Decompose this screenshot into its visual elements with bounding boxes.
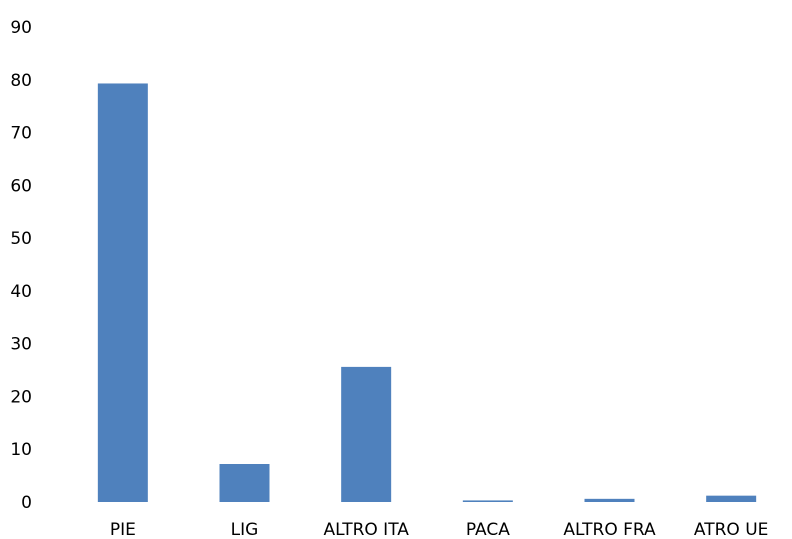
x-tick-label: ALTRO FRA: [563, 520, 656, 539]
y-tick-label: 20: [10, 387, 32, 407]
y-tick-label: 90: [10, 18, 32, 38]
y-tick-label: 60: [10, 176, 32, 196]
bar-lig: [219, 464, 270, 502]
x-tick-label: PACA: [466, 520, 510, 539]
y-tick-label: 30: [10, 335, 32, 355]
x-tick-label: LIG: [231, 520, 259, 539]
y-tick-label: 80: [10, 71, 32, 91]
x-tick-label: ATRO UE: [694, 520, 768, 539]
y-axis: 0 10 20 30 40 50 60 70 80 90: [10, 18, 32, 513]
x-tick-label: PIE: [110, 520, 136, 539]
y-tick-label: 70: [10, 124, 32, 144]
y-tick-label: 0: [21, 493, 32, 513]
y-tick-label: 40: [10, 282, 32, 302]
bar-pie: [97, 83, 148, 502]
y-tick-label: 50: [10, 229, 32, 249]
bar-atro-ue: [706, 495, 757, 502]
y-tick-label: 10: [10, 440, 32, 460]
bar-paca: [462, 500, 513, 502]
bar-altro-fra: [584, 498, 635, 502]
bar-altro-ita: [341, 366, 392, 502]
bars: [97, 83, 757, 502]
x-tick-label: ALTRO ITA: [323, 520, 409, 539]
x-axis: PIE LIG ALTRO ITA PACA ALTRO FRA ATRO UE: [110, 520, 769, 539]
